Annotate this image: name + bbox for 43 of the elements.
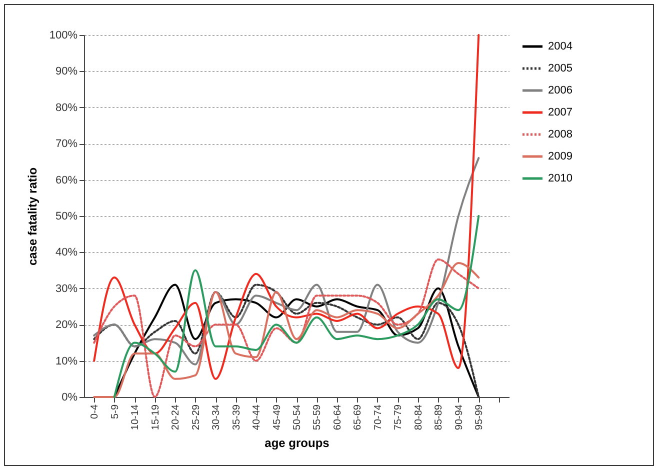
y-tick-label: 20%: [55, 319, 78, 332]
legend-label: 2005: [548, 62, 572, 74]
y-tick-label: 80%: [55, 102, 78, 114]
x-tick-label: 75-79: [393, 404, 404, 430]
y-tick-label: 60%: [55, 174, 78, 186]
x-tick-label: 20-24: [170, 404, 182, 430]
y-tick-label: 40%: [55, 246, 78, 259]
x-tick-label: 70-74: [372, 404, 384, 430]
x-tick-label: 45-49: [272, 404, 283, 430]
legend-label: 2007: [548, 106, 572, 118]
y-tick-label: 30%: [55, 282, 78, 295]
line-series: [93, 157, 480, 366]
x-axis-title: age groups: [264, 436, 330, 450]
x-tick-label: 95-99: [474, 404, 486, 430]
line-series: [93, 34, 480, 380]
x-tick-label: 65-69: [352, 404, 364, 430]
x-tick-label: 50-54: [292, 404, 303, 430]
line-series: [113, 215, 480, 398]
x-tick-label: 40-44: [252, 404, 263, 430]
x-tick-label: 30-34: [211, 404, 222, 430]
legend-label: 2004: [548, 40, 572, 52]
x-tick-label: 60-64: [332, 404, 344, 430]
y-tick-label: 50%: [55, 210, 78, 222]
legend-label: 2006: [548, 84, 572, 96]
y-tick-label: 70%: [55, 138, 78, 150]
legend-label: 2008: [548, 128, 572, 140]
x-tick-label: 90-94: [454, 404, 465, 430]
x-tick-label: 35-39: [231, 404, 242, 430]
x-tick-label: 25-29: [190, 404, 202, 430]
x-tick-label: 15-19: [150, 404, 162, 430]
x-tick-label: 5-9: [110, 404, 121, 419]
y-tick-label: 10%: [55, 355, 78, 368]
legend-label: 2009: [548, 150, 572, 162]
y-tick-label: 100%: [49, 30, 78, 42]
x-tick-label: 55-59: [312, 404, 324, 430]
y-axis-title: case fatality ratio: [25, 167, 40, 266]
x-tick-label: 0-4: [90, 404, 101, 419]
y-tick-label: 0%: [62, 392, 78, 404]
x-tick-label: 80-84: [413, 404, 424, 430]
x-tick-label: 10-14: [130, 404, 142, 430]
legend-label: 2010: [548, 172, 572, 184]
y-tick-label: 90%: [55, 66, 78, 78]
x-tick-label: 85-89: [434, 404, 445, 430]
